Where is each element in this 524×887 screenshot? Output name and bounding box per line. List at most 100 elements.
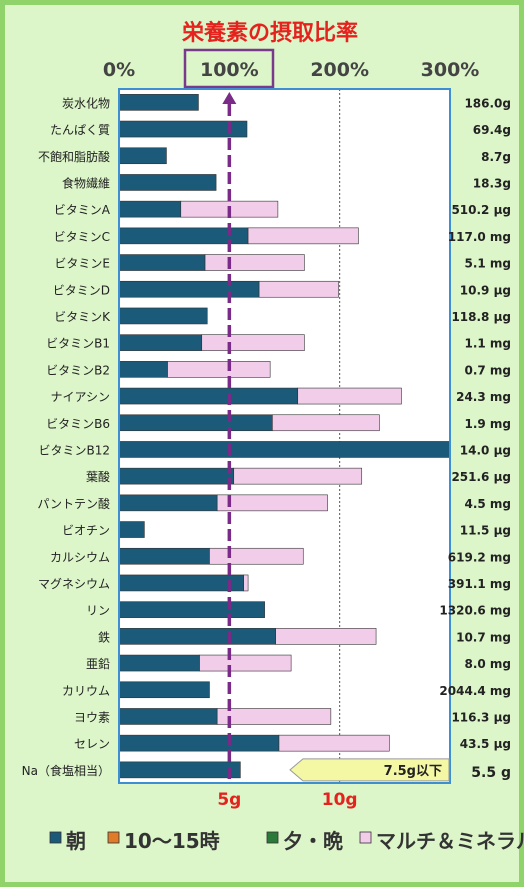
x-tick-label: 300% [421,59,480,81]
sodium-axis-tick: 5g [217,790,241,810]
chart-title: 栄養素の摂取比率 [181,20,358,46]
amount-label: 8.0 mg [464,657,511,671]
amount-label: 116.3 μg [451,710,511,724]
bar-segment [118,200,182,218]
amount-label: 10.9 μg [460,283,511,297]
bar-segment [278,734,390,752]
amount-label: 24.3 mg [456,390,511,404]
sodium-axis-tick: 10g [322,790,358,810]
category-label: ヨウ素 [74,710,110,724]
plot-border [118,88,451,784]
x-tick-label: 100% [200,59,259,81]
bar-segment [118,708,218,725]
bar-segment [275,628,377,645]
amount-label: 1320.6 mg [439,604,511,618]
category-label: カルシウム [50,550,110,564]
category-label: リン [86,604,110,618]
category-label: 食物繊維 [62,175,110,190]
x-tick-label: 0% [103,59,135,81]
reference-tick-highlight [183,48,275,89]
category-label: ビタミンC [54,230,110,244]
amount-label: 10.7 mg [456,630,511,644]
bar-segment [118,494,218,512]
bar-segment [167,361,271,378]
bar-segment [216,708,332,725]
bar-segment [118,547,210,565]
x-tick-label: 200% [310,59,369,81]
amount-label: 117.0 mg [448,230,511,244]
amount-label: 4.5 mg [464,497,511,511]
category-label: 葉酸 [86,469,110,484]
category-label: ビタミンB12 [38,443,110,457]
category-label: カリウム [62,684,110,698]
bar-segment [118,147,167,165]
category-label: ビタミンD [53,283,110,297]
legend-label: 10～15時 [124,829,220,853]
bar-segment [118,280,260,298]
bar-segment [118,601,265,618]
amount-label: 1.1 mg [464,337,511,351]
category-label: Na（食塩相当） [22,763,110,778]
bar-segment [204,254,305,271]
amount-label: 1.9 mg [464,417,511,431]
category-label: パントテン酸 [37,496,110,511]
bar-segment [118,174,217,191]
bar-segment [243,574,249,592]
bar-segment [199,654,292,672]
bar-segment [118,94,199,111]
bar-segment [118,254,206,271]
category-label: ビタミンB2 [46,363,110,377]
amount-label: 619.2 mg [448,550,511,564]
legend-label: 朝 [66,829,86,853]
category-label: ビタミンB1 [46,337,110,351]
bar-segment [258,280,339,298]
category-label: ビタミンA [54,203,111,217]
category-label: 不飽和脂肪酸 [38,149,110,164]
bar-segment [201,334,305,351]
sodium-target-label: 7.5g以下 [384,764,442,779]
bar-segment [118,574,244,592]
category-label: セレン [74,737,110,751]
category-label: ビタミンK [54,310,111,324]
category-label: ナイアシン [50,390,110,404]
category-label: ビタミンE [54,257,110,271]
amount-label: 0.7 mg [464,363,511,377]
amount-label: 43.5 μg [460,737,511,751]
bar-segment [118,734,280,752]
bar-segment [118,307,208,325]
amount-label: 18.3g [473,176,511,190]
category-label: たんぱく質 [50,122,110,137]
reference-arrow [222,92,237,104]
legend-swatch [49,831,62,844]
bar-segment [118,467,235,485]
amount-label: 186.0g [464,96,511,110]
amount-label: 8.7g [481,150,511,164]
amount-label: 5.1 mg [464,257,511,271]
amount-label: 14.0 μg [460,443,511,457]
amount-label: 251.6 μg [451,470,511,484]
category-label: マグネシウム [38,577,110,591]
legend-swatch [266,831,279,844]
bar-segment [233,467,363,485]
amount-label: 5.5 g [471,765,511,781]
bar-segment [247,227,359,245]
amount-label: 69.4g [473,123,511,137]
amount-label: 118.8 μg [451,310,511,324]
category-label: ビオチン [62,524,110,538]
bar-segment [118,361,168,378]
bar-segment [118,521,145,538]
category-label: ビタミンB6 [46,417,110,431]
bar-segment [118,441,451,458]
legend-label: 夕・晩 [283,829,343,853]
bar-segment [118,628,276,645]
legend-label: マルチ＆ミネラル [376,829,524,853]
bar-segment [118,681,210,699]
category-label: 鉄 [98,629,110,644]
bar-segment [118,761,241,779]
sodium-target-callout [289,758,450,782]
plot-area [119,89,450,783]
amount-label: 391.1 mg [448,577,511,591]
bar-segment [297,387,402,405]
bar-segment [209,547,304,565]
